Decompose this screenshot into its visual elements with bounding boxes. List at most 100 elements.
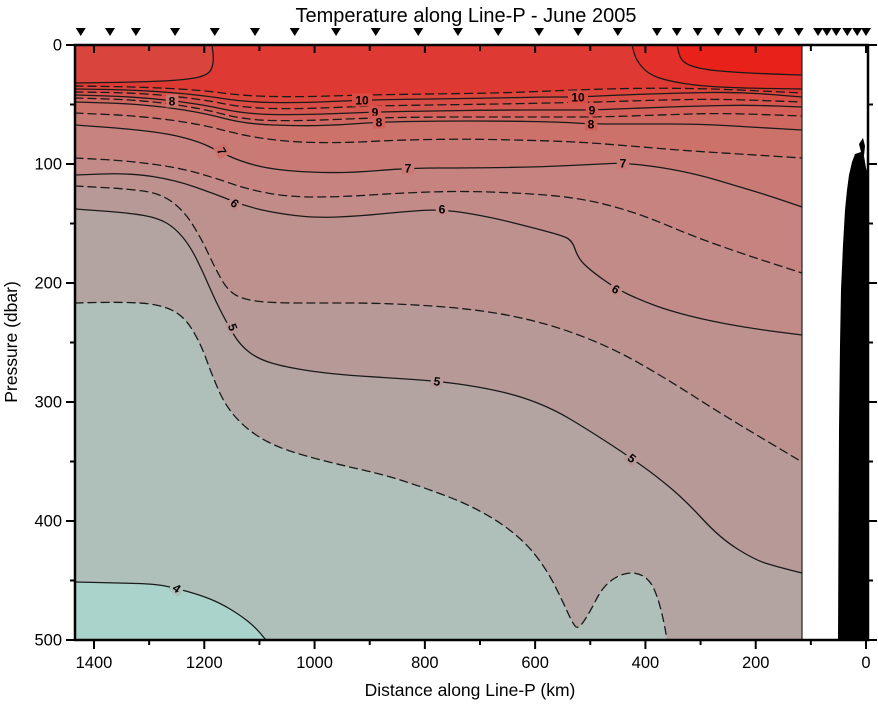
station-marker-icon	[813, 28, 824, 36]
contour-label-bg	[616, 156, 630, 170]
y-tick-label: 100	[34, 156, 62, 174]
contour-label-group: 8	[372, 115, 386, 130]
contour-label-bg	[224, 318, 242, 336]
contour-label: 5	[433, 374, 442, 389]
station-marker-icon	[842, 28, 853, 36]
y-tick-labels: 0 100 200 300 400 500	[34, 37, 62, 650]
isotherm-6.5-dashed	[74, 157, 803, 274]
surface-line-offshore-surface-boundary	[74, 44, 214, 84]
contour-label: 8	[588, 118, 595, 132]
surface-line-nearshore-warm-core	[676, 44, 803, 76]
contour-label-group: 8	[584, 117, 598, 132]
isotherm-4.5-dashed	[74, 301, 668, 641]
station-marker-icon	[75, 28, 86, 36]
isotherm-8-solid	[74, 101, 803, 131]
station-marker-icon	[130, 28, 141, 36]
station-marker-icon	[493, 28, 504, 36]
station-marker-icon	[104, 28, 115, 36]
contour-label-group: 7	[616, 156, 630, 171]
x-tick-labels: 1400 1200 1000 800 600 400 200 0	[76, 654, 871, 672]
contour-label-group: 5	[224, 318, 242, 336]
contour-label: 5	[225, 321, 241, 333]
contour-label-group: 4	[168, 579, 186, 597]
axis-ticks	[66, 44, 877, 649]
station-marker-icon	[331, 28, 342, 36]
station-marker-icon	[821, 28, 832, 36]
contour-label-group: 6	[226, 193, 244, 213]
contour-label-group: 5	[623, 449, 641, 467]
surface-feature-nearshore-warm-core	[677, 45, 802, 75]
contour-label-group: 8	[165, 94, 179, 109]
contour-label: 10	[571, 91, 585, 105]
y-tick-label: 0	[53, 37, 62, 55]
x-tick-label: 600	[521, 654, 549, 672]
station-marker-icon	[671, 28, 682, 36]
contour-label-group: 6	[607, 280, 625, 298]
contour-label-bg	[584, 117, 598, 131]
contour-label-bg	[372, 115, 386, 129]
contour-label-bg	[165, 94, 179, 108]
isotherm-10.5-dashed	[74, 85, 803, 98]
contour-label-group: 9	[368, 105, 382, 120]
station-markers	[75, 28, 871, 36]
station-marker-icon	[370, 28, 381, 36]
contour-label-bg	[623, 449, 641, 467]
station-marker-icon	[534, 28, 545, 36]
contour-label-group: 10	[352, 93, 372, 108]
contour-label-group: 7	[401, 161, 415, 176]
station-marker-icon	[652, 28, 663, 36]
contour-label-bg	[607, 280, 625, 298]
contour-fill-bands	[75, 45, 802, 640]
contour-label: 8	[169, 95, 176, 109]
x-tick-label: 1400	[76, 654, 113, 672]
contour-label-bg	[213, 142, 231, 160]
contour-label-bg	[352, 93, 372, 107]
station-marker-icon	[573, 28, 584, 36]
station-marker-icon	[612, 28, 623, 36]
surface-line-nearshore-warm-band	[631, 44, 803, 90]
station-marker-icon	[754, 28, 765, 36]
contour-label-group: 10	[568, 90, 588, 105]
contour-label-bg	[226, 193, 244, 213]
y-tick-label: 400	[34, 513, 62, 531]
station-marker-icon	[861, 28, 871, 36]
contour-label-group: 6	[435, 202, 449, 217]
isotherm-10-solid	[74, 88, 803, 104]
isotherm-7-solid	[74, 124, 803, 208]
bathymetry-polygon	[838, 138, 869, 640]
contour-label: 9	[372, 106, 379, 120]
contour-label: 7	[620, 157, 627, 171]
contour-label-bg	[585, 103, 599, 117]
x-tick-label: 800	[411, 654, 439, 672]
y-tick-label: 200	[34, 275, 62, 293]
chart-title: Temperature along Line-P - June 2005	[296, 5, 637, 27]
x-axis-title: Distance along Line-P (km)	[365, 680, 576, 700]
station-marker-icon	[413, 28, 424, 36]
contour-label-bg	[168, 579, 186, 597]
contour-label-bg	[568, 90, 588, 104]
station-marker-icon	[734, 28, 745, 36]
station-marker-icon	[793, 28, 804, 36]
y-tick-label: 500	[34, 632, 62, 650]
station-marker-icon	[250, 28, 261, 36]
isotherm-8.5-dashed	[74, 97, 803, 122]
station-marker-icon	[209, 28, 220, 36]
contour-label-group: 9	[585, 103, 599, 118]
contour-label-bg	[435, 202, 449, 216]
contour-label: 9	[589, 104, 596, 118]
contour-label-group: 7	[213, 142, 231, 160]
x-tick-label: 200	[742, 654, 770, 672]
isotherm-9.5-dashed	[74, 91, 803, 110]
contour-label: 10	[355, 94, 369, 108]
station-marker-icon	[831, 28, 842, 36]
x-tick-label: 400	[632, 654, 660, 672]
isotherm-7.5-dashed	[74, 112, 803, 159]
surface-feature-offshore-surface-boundary	[75, 45, 214, 83]
station-marker-icon	[452, 28, 463, 36]
isotherm-9-solid	[74, 94, 803, 116]
isotherm-4-solid	[74, 581, 267, 641]
contour-label: 6	[439, 203, 446, 217]
bathymetry-silhouette	[838, 138, 869, 640]
